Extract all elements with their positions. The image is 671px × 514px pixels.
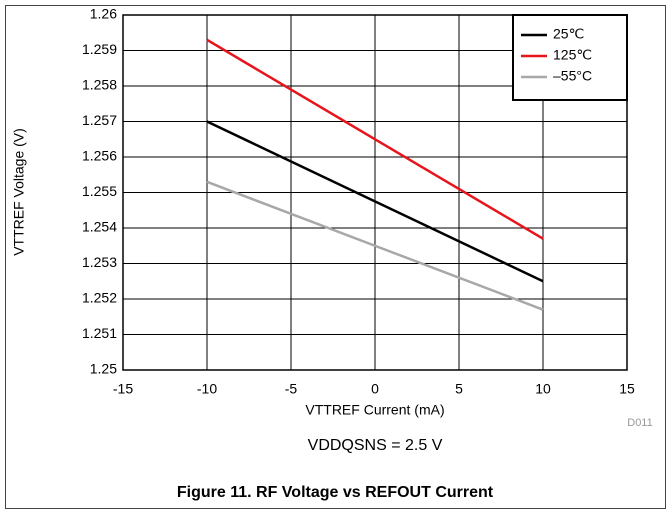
x-axis-label: VTTREF Current (mA) — [305, 402, 444, 418]
y-tick-label: 1.256 — [82, 148, 117, 164]
figure-id: D011 — [627, 417, 652, 429]
y-tick-label: 1.258 — [82, 77, 117, 93]
legend-label: 25℃ — [553, 26, 584, 42]
caption: Figure 11. RF Voltage vs REFOUT Current — [177, 484, 494, 501]
legend-label: 125℃ — [553, 47, 592, 63]
x-tick-label: 5 — [455, 381, 463, 397]
plot-border — [122, 14, 628, 371]
series-line — [206, 38, 544, 240]
x-tick-label: -5 — [285, 381, 298, 397]
y-tick-label: 1.251 — [82, 325, 117, 341]
series-line — [206, 120, 544, 283]
y-tick-label: 1.26 — [90, 6, 117, 22]
y-tick-label: 1.259 — [82, 41, 117, 57]
x-tick-label: 0 — [371, 381, 379, 397]
y-axis-label: VTTREF Voltage (V) — [11, 128, 27, 256]
y-tick-label: 1.253 — [82, 254, 117, 270]
y-tick-label: 1.252 — [82, 290, 117, 306]
x-tick-label: 10 — [535, 381, 551, 397]
x-tick-label: -10 — [197, 381, 217, 397]
y-tick-label: 1.25 — [90, 361, 117, 377]
x-tick-label: 15 — [619, 381, 635, 397]
series-line — [206, 180, 544, 311]
x-tick-label: -15 — [113, 381, 133, 397]
y-tick-label: 1.257 — [82, 112, 117, 128]
condition-note: VDDQSNS = 2.5 V — [308, 437, 443, 454]
frame — [5, 5, 666, 509]
legend-label: –55°C — [553, 68, 592, 84]
legend-box — [512, 14, 628, 101]
y-tick-label: 1.255 — [82, 183, 117, 199]
y-tick-label: 1.254 — [82, 219, 117, 235]
